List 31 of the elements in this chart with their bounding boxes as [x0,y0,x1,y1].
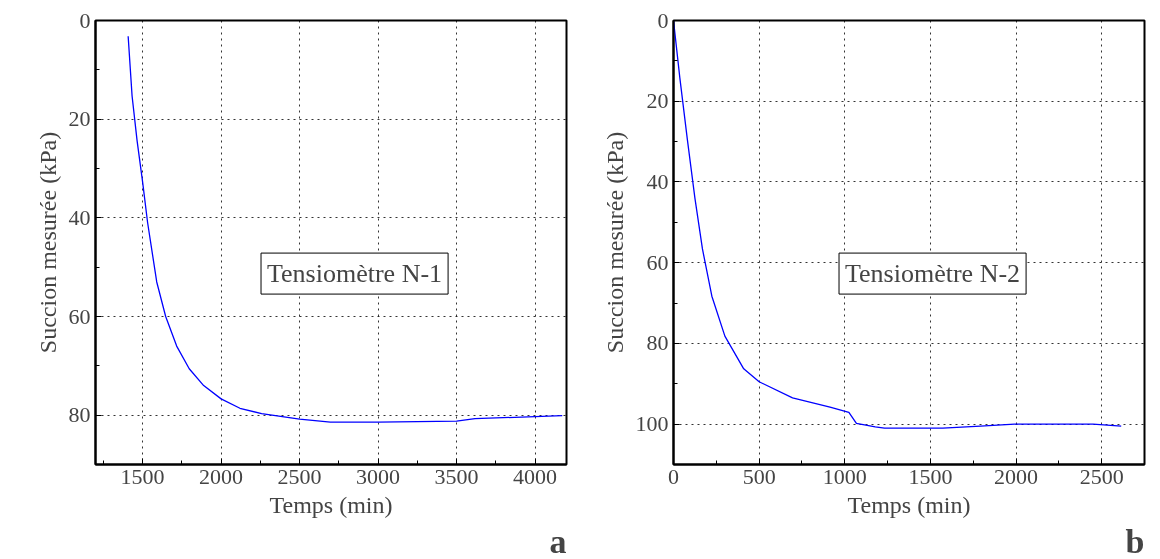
x-tick-label: 2500 [1079,463,1124,489]
x-tick-label: 2000 [994,463,1039,489]
y-tick-label: 80 [68,402,91,428]
y-tick-label: 60 [68,303,91,329]
y-tick-label: 0 [657,7,669,33]
text: a [549,522,567,559]
x-tick-label: 2500 [277,463,322,489]
x-axis-title: Temps (min) [269,491,393,518]
y-tick-label: 40 [646,168,669,194]
y-axis-title: Succion mesurée (kPa) [34,131,61,354]
annotation: Tensiomètre N-1 [267,259,443,289]
x-tick-label: 3500 [434,463,479,489]
x-tick-label: 2000 [199,463,244,489]
y-tick-label: 20 [646,88,669,114]
x-tick-label: 500 [742,463,776,489]
text: b [1125,522,1145,559]
line-series [127,35,563,423]
x-tick-label: 1500 [908,463,953,489]
y-tick-label: 100 [635,411,669,437]
x-tick-label: 1000 [822,463,867,489]
y-tick-label: 20 [68,106,91,132]
x-axis-title: Temps (min) [847,491,971,518]
y-tick-label: 80 [646,330,669,356]
x-tick-label: 1500 [120,463,165,489]
y-tick-label: 60 [646,249,669,275]
y-tick-label: 0 [79,7,91,33]
x-tick-label: 4000 [513,463,558,489]
y-tick-label: 40 [68,204,91,230]
y-axis-title: Succion mesurée (kPa) [601,131,628,354]
x-tick-label: 3000 [356,463,401,489]
annotation: Tensiomètre N-2 [845,259,1021,289]
